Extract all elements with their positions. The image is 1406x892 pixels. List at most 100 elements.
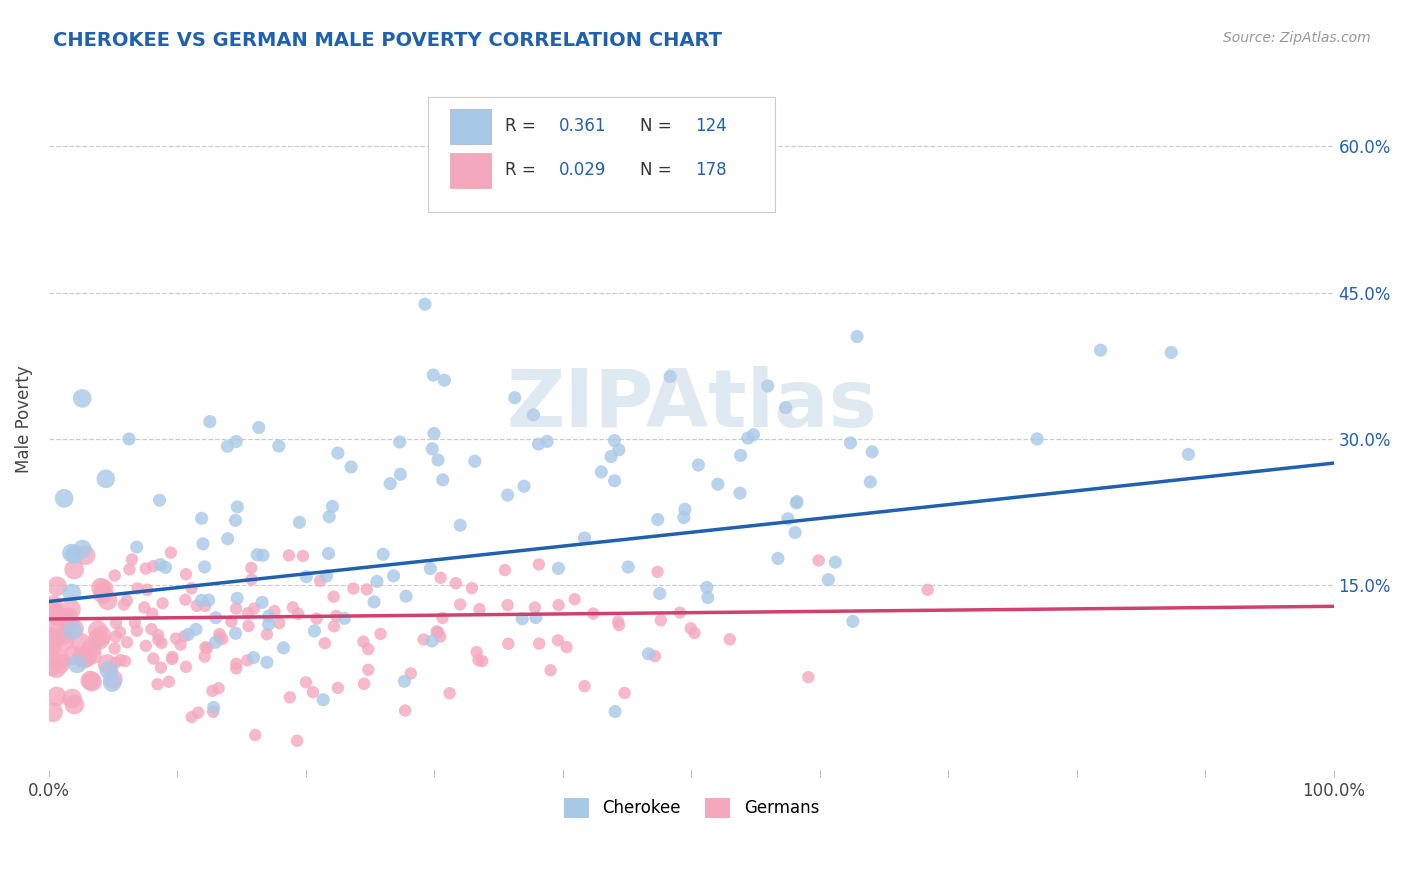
Point bbox=[325, 608, 347, 623]
Point bbox=[683, 626, 706, 640]
Point bbox=[226, 500, 249, 514]
Point bbox=[208, 681, 231, 696]
Point bbox=[93, 582, 115, 596]
Point bbox=[696, 591, 718, 605]
Point bbox=[103, 641, 125, 656]
Point bbox=[679, 621, 702, 635]
Point bbox=[46, 609, 69, 624]
Point bbox=[600, 450, 623, 464]
Point bbox=[112, 598, 135, 612]
Point bbox=[257, 609, 280, 624]
Point bbox=[245, 728, 267, 742]
Text: 0.361: 0.361 bbox=[560, 117, 606, 135]
Point bbox=[603, 474, 626, 488]
Point bbox=[730, 449, 752, 463]
Point bbox=[433, 373, 456, 387]
Point bbox=[496, 598, 519, 612]
Point bbox=[323, 619, 346, 633]
Point bbox=[142, 651, 165, 665]
Point bbox=[394, 704, 416, 718]
Point bbox=[221, 615, 243, 629]
Point bbox=[718, 632, 741, 647]
Point bbox=[288, 516, 311, 530]
Point bbox=[257, 617, 280, 632]
Point bbox=[160, 546, 183, 560]
Point bbox=[309, 574, 332, 588]
Point bbox=[63, 698, 86, 712]
Point bbox=[70, 649, 93, 664]
Point bbox=[522, 408, 544, 422]
Point bbox=[672, 510, 695, 524]
Point bbox=[136, 582, 159, 597]
Point bbox=[263, 604, 285, 618]
Point bbox=[101, 673, 124, 687]
Point bbox=[333, 611, 356, 625]
Point bbox=[90, 629, 112, 643]
Point bbox=[52, 628, 75, 642]
Point bbox=[644, 649, 666, 664]
Point bbox=[115, 593, 138, 607]
Point bbox=[87, 624, 110, 638]
FancyBboxPatch shape bbox=[450, 109, 491, 144]
Point bbox=[603, 705, 626, 719]
Point bbox=[394, 674, 416, 689]
Point bbox=[312, 692, 335, 706]
Point bbox=[217, 532, 239, 546]
Point bbox=[494, 563, 516, 577]
Point bbox=[208, 631, 231, 645]
Point bbox=[236, 653, 259, 667]
Point bbox=[278, 690, 301, 705]
Point bbox=[195, 641, 218, 656]
Point bbox=[256, 656, 278, 670]
Point bbox=[420, 442, 443, 456]
Point bbox=[236, 606, 259, 620]
Point bbox=[420, 634, 443, 648]
Point bbox=[118, 432, 141, 446]
Point bbox=[101, 675, 124, 690]
Point bbox=[75, 548, 97, 562]
Point bbox=[148, 628, 170, 642]
Point bbox=[449, 518, 471, 533]
Text: R =: R = bbox=[505, 161, 541, 179]
Point bbox=[314, 636, 336, 650]
Point bbox=[842, 615, 865, 629]
Point bbox=[659, 369, 682, 384]
Point bbox=[60, 602, 83, 616]
Point bbox=[60, 586, 83, 600]
Point bbox=[510, 612, 533, 626]
Point bbox=[607, 442, 630, 457]
Point bbox=[527, 558, 550, 572]
Point bbox=[44, 620, 66, 634]
Point bbox=[340, 460, 363, 475]
Point bbox=[80, 674, 103, 689]
Point bbox=[529, 636, 551, 650]
Point bbox=[370, 627, 392, 641]
Point bbox=[224, 513, 246, 527]
Point bbox=[125, 624, 148, 638]
Point bbox=[97, 664, 120, 678]
Point bbox=[42, 598, 65, 612]
Point bbox=[53, 634, 76, 648]
Text: N =: N = bbox=[640, 161, 676, 179]
Point bbox=[134, 600, 156, 615]
Point bbox=[471, 654, 494, 668]
Point bbox=[121, 552, 143, 566]
Point bbox=[742, 427, 765, 442]
Point bbox=[225, 434, 247, 449]
Point bbox=[127, 582, 149, 596]
Point bbox=[523, 600, 546, 615]
Point bbox=[49, 652, 72, 666]
Point bbox=[426, 624, 449, 639]
Point bbox=[135, 561, 157, 575]
Point bbox=[342, 582, 364, 596]
Point bbox=[240, 573, 263, 587]
Point bbox=[60, 546, 83, 560]
Point bbox=[756, 379, 779, 393]
Point bbox=[180, 710, 202, 724]
Point bbox=[650, 613, 672, 627]
Point bbox=[204, 610, 226, 624]
Point bbox=[190, 593, 212, 607]
Point bbox=[637, 647, 659, 661]
Point bbox=[39, 632, 62, 647]
Legend: Cherokee, Germans: Cherokee, Germans bbox=[557, 791, 825, 825]
